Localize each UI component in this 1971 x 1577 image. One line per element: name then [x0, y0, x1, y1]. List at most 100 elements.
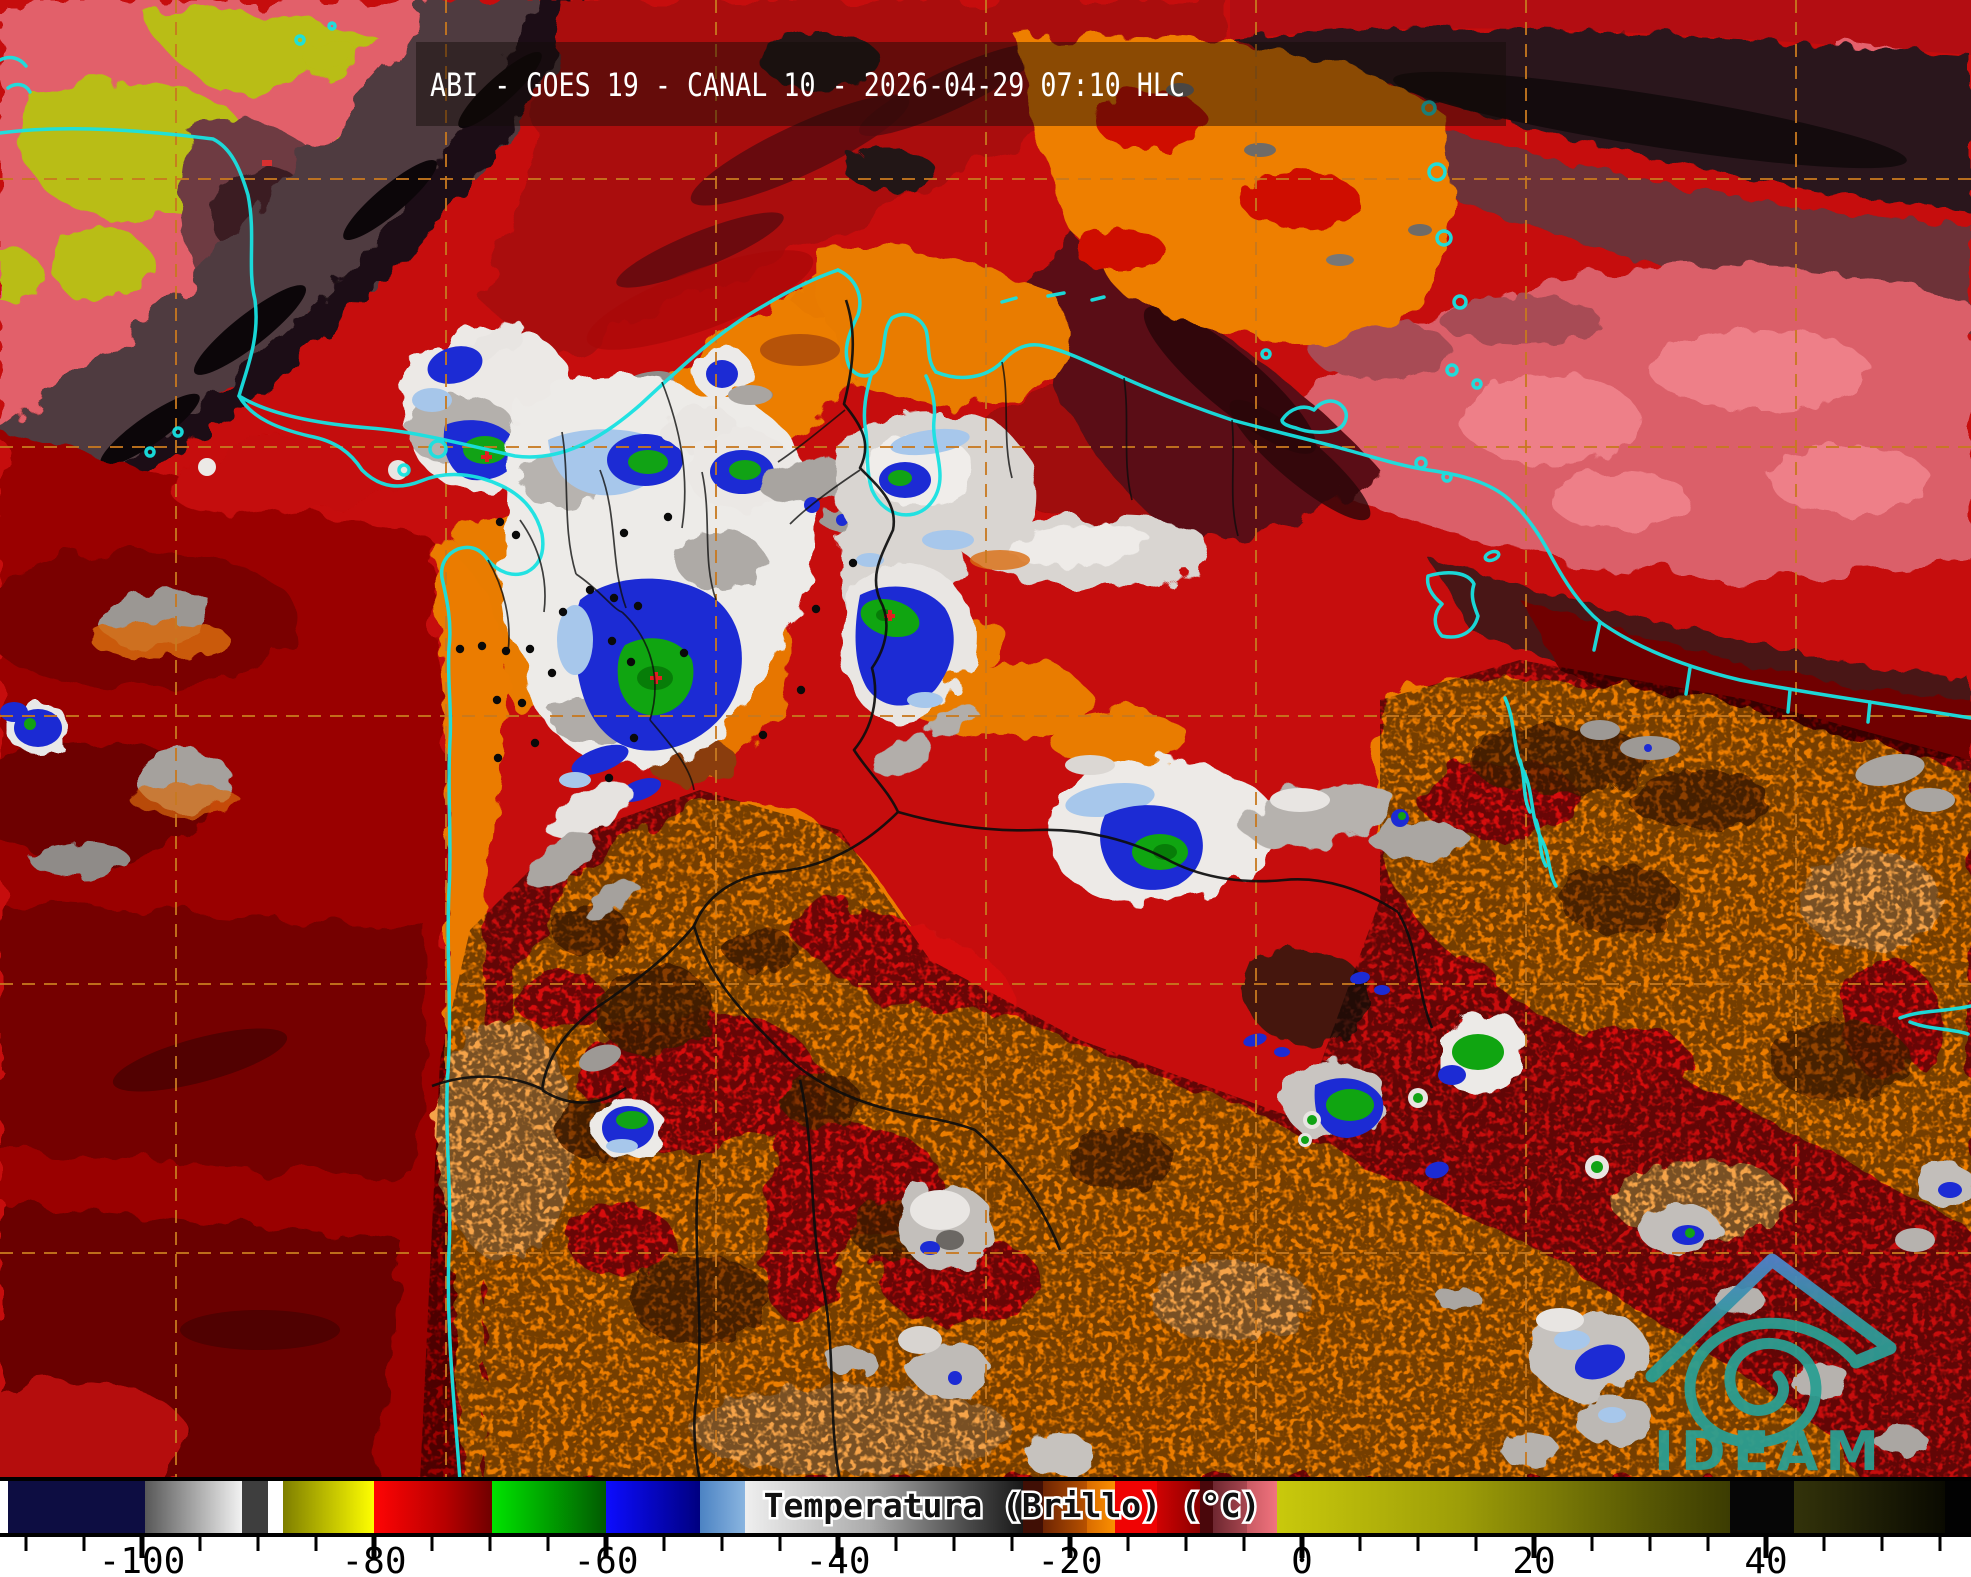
region-dark-diagonal-band [0, 0, 600, 560]
orinoco-delta [1503, 696, 1558, 888]
colorbar-segment [8, 1481, 145, 1533]
colorbar-minor-tick [1242, 1537, 1246, 1551]
cloud-system-guainia [1043, 755, 1470, 901]
city-markers [455, 512, 858, 783]
colorbar-minor-tick [1706, 1537, 1710, 1551]
coastlines [0, 21, 1971, 1477]
colorbar-minor-tick [546, 1537, 550, 1551]
border-venezuela-brazil [897, 810, 1399, 914]
colorbar-major-tick [1067, 1537, 1073, 1558]
colorbar-segment [1157, 1481, 1200, 1533]
colorbar-segment [0, 1481, 8, 1533]
coast-venezuela [934, 343, 1971, 720]
satellite-map [0, 0, 1971, 1477]
colorbar-tick-value: 40 [1744, 1541, 1787, 1577]
trinidad [1425, 570, 1480, 639]
cloud-cell-aruba [692, 346, 772, 405]
ideam-logo: IDEAM [1645, 1253, 1897, 1483]
colorbar-tick-value: -100 [99, 1541, 186, 1577]
colorbar-segment [1277, 1481, 1730, 1533]
coast-pacific [0, 127, 545, 1477]
colorbar-minor-tick [1474, 1537, 1478, 1551]
colorbar-major-tick [1299, 1537, 1305, 1558]
colorbar-major-tick [1531, 1537, 1537, 1558]
colorbar-segment [374, 1481, 492, 1533]
colorbar-segment [606, 1481, 700, 1533]
colorbar-title: Temperatura (Brillo) (°C) [764, 1486, 1261, 1525]
region-mid-sea [902, 240, 1380, 540]
colorbar-segment [1730, 1481, 1794, 1533]
colorbar-minor-tick [314, 1537, 318, 1551]
colorbar-segment [1200, 1481, 1213, 1533]
colorbar-minor-tick [1590, 1537, 1594, 1551]
lake-maracaibo [862, 370, 942, 517]
colorbar-minor-tick [1184, 1537, 1188, 1551]
colorbar-segment [1087, 1481, 1115, 1533]
colorbar-minor-tick [720, 1537, 724, 1551]
cloud-cells-pacific [0, 458, 240, 878]
colorbar-major-tick [835, 1537, 841, 1558]
colorbar-tick-labels: -100 -80 -60 -40 -20 0 20 40 [99, 1541, 1788, 1577]
colorbar-minor-tick [1822, 1537, 1826, 1551]
colorbar-minor-tick [1126, 1537, 1130, 1551]
isla-margarita [1280, 399, 1348, 434]
colorbar-major-tick [371, 1537, 377, 1558]
graticule [0, 0, 1971, 1477]
colorbar-tick-value: -40 [805, 1541, 870, 1577]
cloud-systems [0, 320, 1971, 1477]
title-bar: ABI - GOES 19 - CANAL 10 - 2026-04-29 07… [416, 42, 1506, 126]
colorbar-minor-tick [1648, 1537, 1652, 1551]
coast-guajira-gulf [836, 268, 938, 378]
colorbar-minor-tick [1938, 1537, 1942, 1551]
colorbar-segment [268, 1481, 283, 1533]
ideam-mountain-icon [1645, 1253, 1897, 1383]
department-borders [487, 361, 1239, 791]
colorbar-segment [1043, 1481, 1087, 1533]
colorbar-minor-tick [1416, 1537, 1420, 1551]
colorbar-tick-value: 0 [1291, 1541, 1313, 1577]
colorbar-segment [700, 1481, 745, 1533]
colorbar-major-tick [139, 1537, 145, 1558]
colorbar-tick-value: -60 [573, 1541, 638, 1577]
colorbar-major-tick [1763, 1537, 1769, 1558]
colorbar-segment [492, 1481, 606, 1533]
map-colorbar-divider [0, 1477, 1971, 1481]
colorbar-minor-tick [952, 1537, 956, 1551]
colorbar-minor-tick [256, 1537, 260, 1551]
coldest-cloud-yellow [140, 5, 380, 91]
colorbar-tick-value: -20 [1037, 1541, 1102, 1577]
colorbar-minor-tick [894, 1537, 898, 1551]
colorbar-segment [1945, 1481, 1971, 1533]
colorbar-minor-tick [24, 1537, 28, 1551]
colorbar-segment [145, 1481, 242, 1533]
colorbar-segment [1213, 1481, 1247, 1533]
border-colombia-brazil [692, 811, 899, 927]
cloud-system-venezuela [835, 411, 1208, 776]
image-title: ABI - GOES 19 - CANAL 10 - 2026-04-29 07… [430, 66, 1185, 104]
colorbar-minor-tick [1010, 1537, 1014, 1551]
ideam-spiral-icon [1684, 1317, 1862, 1448]
colorbar-minor-tick [430, 1537, 434, 1551]
colorbar-minor-tick [662, 1537, 666, 1551]
colorbar-minor-tick [82, 1537, 86, 1551]
colorbar-minor-tick [778, 1537, 782, 1551]
country-borders [431, 299, 1434, 1477]
colorbar-minor-tick [1358, 1537, 1362, 1551]
colorbar-ticks [24, 1537, 1942, 1558]
region-topright [1230, 0, 1971, 760]
colorbar-major-tick [603, 1537, 609, 1558]
color-scale: -100 -80 -60 -40 -20 0 20 40 Temperatura (Brill… [0, 1481, 1971, 1577]
colorbar-minor-tick [488, 1537, 492, 1551]
colorbar-minor-tick [1880, 1537, 1884, 1551]
colorbar-tick-value: 20 [1512, 1541, 1555, 1577]
colorbar-tick-value: -80 [341, 1541, 406, 1577]
colorbar-segments [0, 1481, 1971, 1533]
colorbar-segment [745, 1481, 1023, 1533]
title-bar-background [416, 42, 1506, 126]
border-colombia-venezuela [842, 299, 900, 813]
colorbar-segment [1023, 1481, 1043, 1533]
coast-caribbean-colombia [237, 268, 840, 459]
colorbar-minor-tick [198, 1537, 202, 1551]
cloud-clusters-south [578, 720, 1971, 1477]
